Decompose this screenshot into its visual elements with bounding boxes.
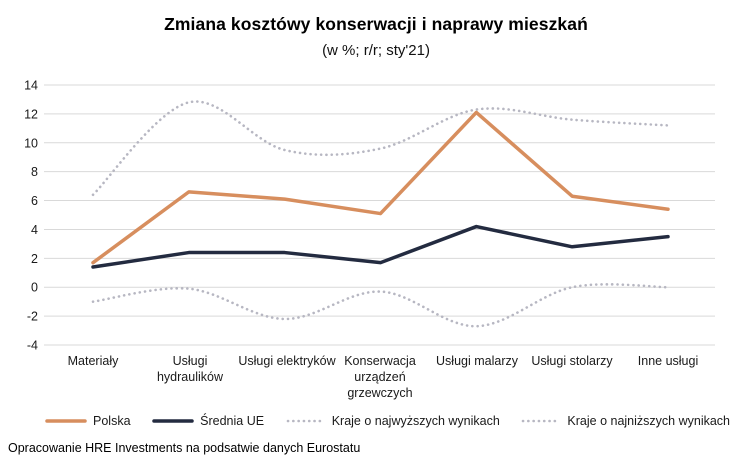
y-tick-label: 2 — [31, 252, 38, 266]
y-tick-label: 6 — [31, 194, 38, 208]
legend-label: Średnia UE — [200, 414, 265, 428]
y-tick-label: 4 — [31, 223, 38, 237]
legend-line-swatch-icon — [152, 419, 194, 423]
x-axis-label: Usługi elektryków — [238, 354, 336, 368]
y-tick-label: 10 — [24, 136, 38, 150]
y-axis-tick-labels: -4 -2 0 2 4 6 8 10 12 14 — [24, 79, 38, 351]
legend-item-srednia-ue: Średnia UE — [152, 414, 264, 428]
line-chart-plot-area: -4 -2 0 2 4 6 8 10 12 14 — [24, 79, 715, 351]
x-axis-label: Usługi hydraulików — [156, 354, 223, 384]
y-tick-label: 12 — [24, 107, 38, 121]
legend-line-swatch-icon — [45, 419, 87, 423]
x-axis-label: Usługi stolarzy — [531, 354, 613, 368]
legend-item-polska: Polska — [45, 414, 131, 428]
x-axis-label: Konserwacja urządzeń grzewczych — [344, 354, 416, 400]
x-axis-labels: Materiały Usługi hydraulików Usługi elek… — [0, 353, 752, 405]
series-line-2 — [91, 100, 670, 197]
x-axis-label: Usługi malarzy — [436, 354, 518, 368]
chart-legend: Polska Średnia UE Kraje o najwyższych wy… — [45, 412, 730, 430]
legend-label: Kraje o najniższych wynikach — [567, 414, 730, 428]
y-tick-label: 0 — [31, 281, 38, 295]
series-line-0 — [91, 110, 670, 265]
series-line-1 — [91, 224, 670, 269]
x-axis-label: Inne usługi — [637, 354, 699, 368]
series-line-3 — [91, 283, 670, 328]
y-tick-label: 8 — [31, 165, 38, 179]
chart-title: Zmiana kosztówy konserwacji i naprawy mi… — [164, 14, 588, 34]
y-tick-label: -2 — [27, 310, 38, 324]
y-tick-label: 14 — [24, 79, 38, 93]
y-tick-label: -4 — [27, 339, 38, 351]
legend-item-kraje-najwyzsze: Kraje o najwyższych wynikach — [286, 414, 500, 428]
x-axis-label: Materiały — [67, 354, 119, 368]
legend-label: Kraje o najwyższych wynikach — [331, 414, 500, 428]
legend-dotted-swatch-icon — [286, 419, 325, 423]
source-note: Opracowanie HRE Investments na podsatwie… — [8, 441, 361, 455]
legend-item-kraje-najnizsze: Kraje o najniższych wynikach — [521, 414, 730, 428]
legend-dotted-swatch-icon — [522, 419, 561, 423]
chart-subtitle: (w %; r/r; sty'21) — [322, 42, 430, 59]
legend-label: Polska — [93, 414, 131, 428]
